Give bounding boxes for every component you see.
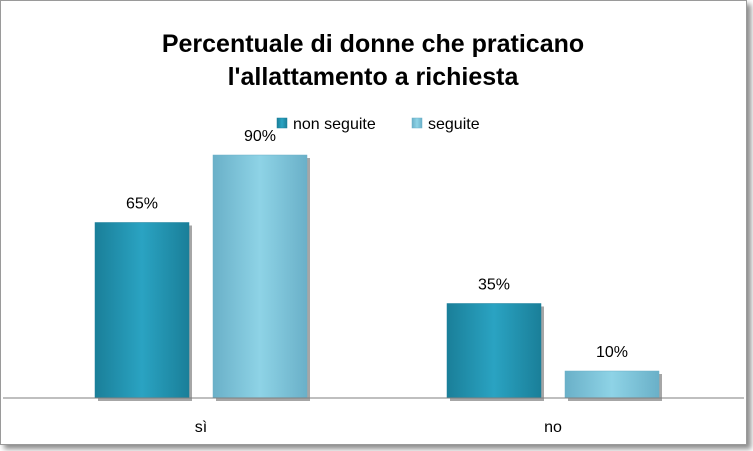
data-label-seguite-1: 10% (596, 344, 628, 361)
category-label-si: sì (195, 419, 207, 436)
legend-label-non-seguite: non seguite (293, 116, 376, 133)
bars-group: 65% 90% 35% 10% (94, 128, 662, 401)
bar-seguite-0 (212, 154, 308, 399)
bar-chart: Percentuale di donne che praticano l'all… (3, 30, 744, 436)
data-label-non-seguite-1: 35% (478, 277, 510, 294)
bar-non-seguite-1 (446, 303, 542, 399)
data-label-seguite-0: 90% (244, 128, 276, 145)
chart-title-line-1: Percentuale di donne che praticano (162, 30, 584, 58)
legend-label-seguite: seguite (428, 116, 480, 133)
chart-title-line-2: l'allattamento a richiesta (228, 63, 520, 91)
bar-seguite-1 (564, 370, 660, 399)
bar-non-seguite-0 (94, 222, 190, 399)
legend-swatch-seguite (411, 117, 423, 129)
chart-frame: Percentuale di donne che praticano l'all… (0, 0, 747, 445)
category-label-no: no (544, 419, 562, 436)
data-label-non-seguite-0: 65% (126, 196, 158, 213)
legend: non seguite seguite (276, 116, 480, 133)
legend-swatch-non-seguite (276, 117, 288, 129)
